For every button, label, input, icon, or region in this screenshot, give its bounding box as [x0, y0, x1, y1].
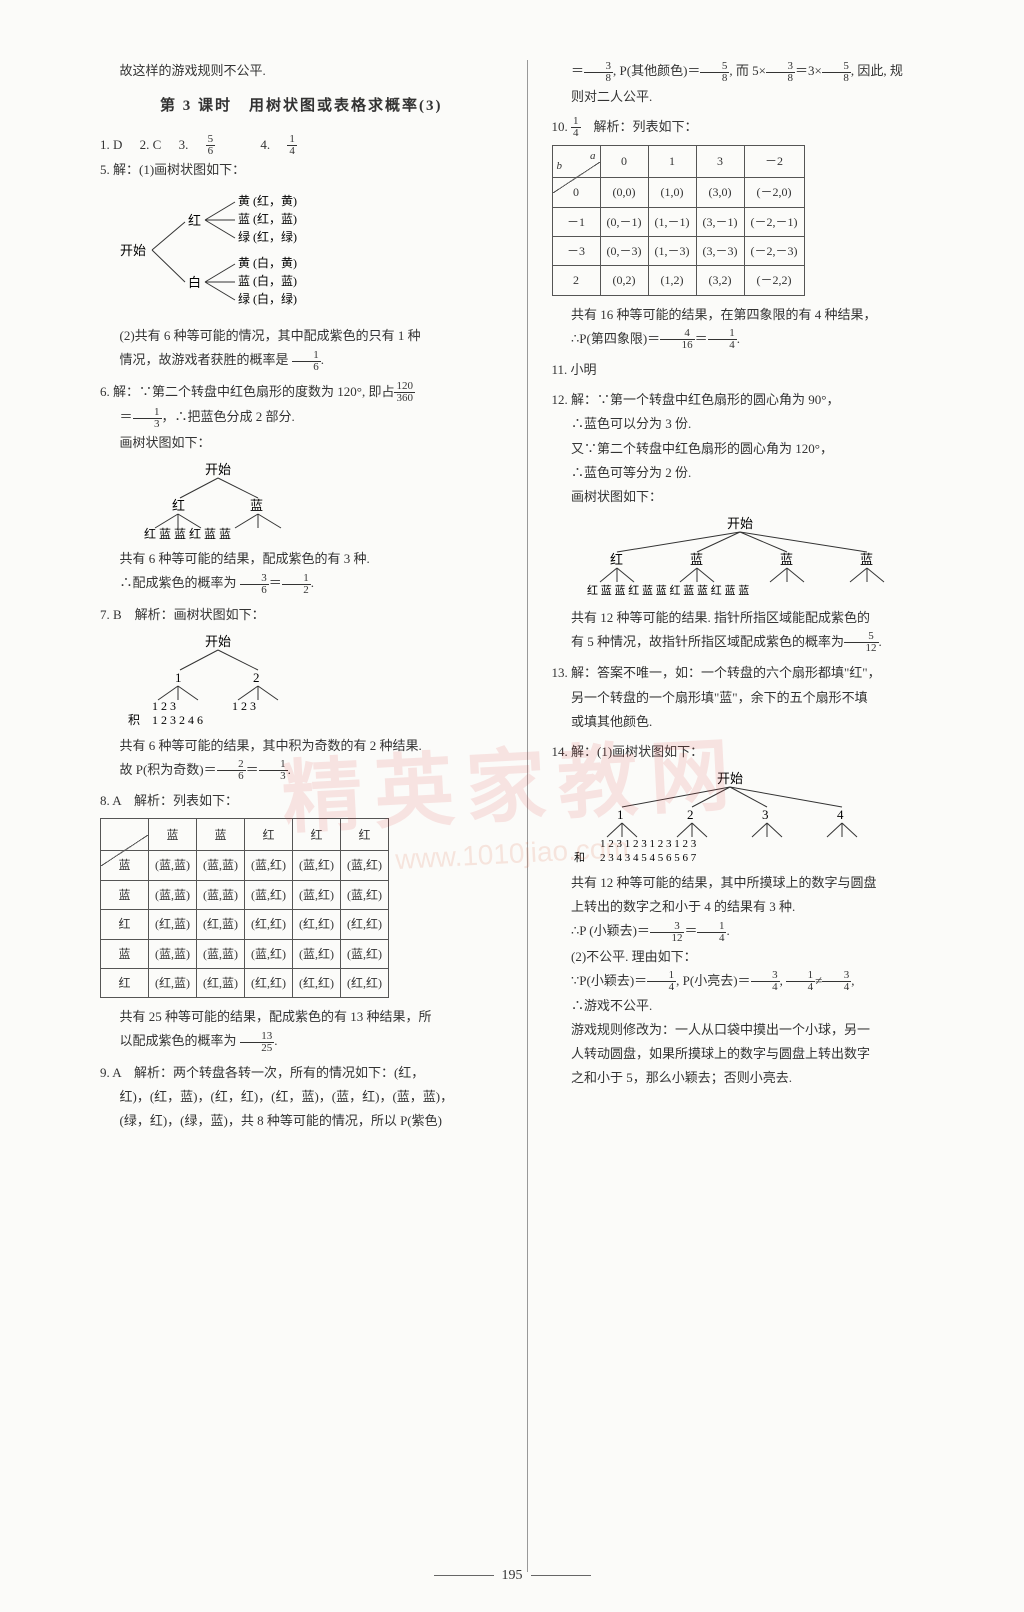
q14-h: 人转动圆盘，如果所摸球上的数字与圆盘上转出数字 [552, 1043, 955, 1065]
q14-c: ∴P (小颖去)＝312＝14. [552, 920, 955, 944]
q6-e: ∴配成紫色的概率为 36＝12. [100, 572, 503, 596]
cont-b: 则对二人公平. [552, 86, 955, 108]
q8-b: 以配成紫色的概率为 1325. [100, 1030, 503, 1054]
q9-a: 9. A 解析：两个转盘各转一次，所有的情况如下：(红， [100, 1062, 503, 1084]
page: 精英家教网 www.1010jiao.com 故这样的游戏规则不公平. 第 3 … [0, 0, 1024, 1612]
tree-q6: 开始 红 蓝 红 蓝 蓝 红 蓝 蓝 [110, 460, 503, 540]
tree14-bs-1: 2 [687, 807, 694, 822]
tree6-b1: 红 [172, 498, 185, 513]
tree12-bs-1: 蓝 [690, 552, 703, 567]
q6-c: 画树状图如下： [100, 432, 503, 454]
tree14-root: 开始 [717, 771, 743, 786]
tree7-b1: 1 [175, 670, 182, 685]
ans4: 4. 14 [260, 137, 325, 152]
q9-b: 红)，(红，蓝)，(红，红)，(红，蓝)，(蓝，红)，(蓝，蓝)， [100, 1086, 503, 1108]
table-q8: 蓝蓝红红红蓝(蓝,蓝)(蓝,蓝)(蓝,红)(蓝,红)(蓝,红)蓝(蓝,蓝)(蓝,… [100, 818, 389, 998]
q5-lead: 5. 解：(1)画树状图如下： [100, 159, 503, 181]
q12-c: 又∵第二个转盘中红色扇形的圆心角为 120°， [552, 438, 955, 460]
tree5-b1: 红 [188, 213, 201, 228]
q14-d: (2)不公平. 理由如下： [552, 946, 955, 968]
column-divider [527, 60, 528, 1572]
tree12-leaves: 红 蓝 蓝 红 蓝 蓝 红 蓝 蓝 红 蓝 蓝 [587, 584, 749, 597]
left-column: 故这样的游戏规则不公平. 第 3 课时 用树状图或表格求概率(3) 1. D 2… [90, 60, 521, 1572]
q12-e: 画树状图如下： [552, 486, 955, 508]
tree5-root: 开始 [120, 243, 146, 258]
q12-f: 共有 12 种等可能的结果. 指针所指区域能配成紫色的 [552, 607, 955, 629]
q7-lead: 7. B 解析：画树状图如下： [100, 604, 503, 626]
ans3: 3. 56 [179, 137, 244, 152]
tree12-bs-3: 蓝 [860, 552, 873, 567]
q8-lead: 8. A 解析：列表如下： [100, 790, 503, 812]
tree7-root: 开始 [205, 634, 231, 649]
q6-d: 共有 6 种等可能的结果，配成紫色的有 3 种. [100, 548, 503, 570]
tree5-l21: 黄 (白，黄) [238, 255, 297, 270]
q13-c: 或填其他颜色. [552, 711, 955, 733]
tree7-prods: 1 2 3 2 4 6 [152, 713, 203, 727]
q13-a: 13. 解：答案不唯一，如：一个转盘的六个扇形都填"红"， [552, 662, 955, 684]
table-q10: ab013－20(0,0)(1,0)(3,0)(－2,0)－1(0,－1)(1,… [552, 145, 805, 296]
q14-f: ∴游戏不公平. [552, 995, 955, 1017]
tree14-leaves: 1 2 3 1 2 3 1 2 3 1 2 3 [600, 838, 697, 850]
q14-e: ∵P(小颖去)＝14, P(小亮去)＝34, 14≠34, [552, 970, 955, 994]
tree12-bs-2: 蓝 [780, 552, 793, 567]
q13-b: 另一个转盘的一个扇形填"蓝"，余下的五个扇形不填 [552, 687, 955, 709]
q5-c: 情况，故游戏者获胜的概率是 16. [100, 349, 503, 373]
tree-q12: 开始 红 蓝 蓝 蓝 红 蓝 蓝 红 蓝 蓝 红 蓝 蓝 红 蓝 蓝 [562, 514, 955, 599]
tree14-sums: 2 3 4 3 4 5 4 5 6 5 6 7 [600, 852, 697, 864]
tree-q5: 开始 红 白 黄 (红，黄) 蓝 (红，蓝) 绿 (红，绿) 黄 (白，黄) 蓝… [110, 187, 503, 317]
tree-q7: 开始 1 2 1 2 3 1 2 3 积 1 2 3 2 4 6 [110, 632, 503, 727]
tree14-bs-0: 1 [617, 807, 624, 822]
q7-a: 共有 6 种等可能的结果，其中积为奇数的有 2 种结果. [100, 735, 503, 757]
q14-b: 上转出的数字之和小于 4 的结果有 3 种. [552, 896, 955, 918]
page-number: 195 [0, 1564, 1024, 1588]
intro-text: 故这样的游戏规则不公平. [100, 60, 503, 82]
q14-g: 游戏规则修改为：一人从口袋中摸出一个小球，另一 [552, 1019, 955, 1041]
q6-b: ＝13，∴把蓝色分成 2 部分. [100, 406, 503, 430]
cont-a: ＝38, P(其他颜色)＝58, 而 5×38＝3×58, 因此, 规 [552, 60, 955, 84]
q11: 11. 小明 [552, 359, 955, 381]
q12-d: ∴蓝色可等分为 2 份. [552, 462, 955, 484]
section-title: 第 3 课时 用树状图或表格求概率(3) [100, 94, 503, 120]
tree6-b2: 蓝 [250, 498, 263, 513]
q8-a: 共有 25 种等可能的结果，配成紫色的有 13 种结果，所 [100, 1006, 503, 1028]
q14-lead: 14. 解：(1)画树状图如下： [552, 741, 955, 763]
right-column: ＝38, P(其他颜色)＝58, 而 5×38＝3×58, 因此, 规 则对二人… [534, 60, 965, 1572]
q10-a: 共有 16 种等可能的结果，在第四象限的有 4 种结果， [552, 304, 955, 326]
ans2: 2. C [140, 137, 162, 152]
tree-q14: 开始 1 2 3 4 1 2 3 1 2 3 1 2 3 1 2 3 和 2 3… [562, 769, 955, 864]
q6-a: 6. 解：∵第二个转盘中红色扇形的度数为 120°, 即占120360 [100, 381, 503, 405]
q10-b: ∴P(第四象限)＝416＝14. [552, 328, 955, 352]
tree5-l22: 蓝 (白，蓝) [238, 273, 297, 288]
q14-a: 共有 12 种等可能的结果，其中所摸球上的数字与圆盘 [552, 872, 955, 894]
q12-b: ∴蓝色可以分为 3 份. [552, 413, 955, 435]
tree7-b2: 2 [253, 670, 260, 685]
q12-g: 有 5 种情况，故指针所指区域配成紫色的概率为512. [552, 631, 955, 655]
q5-b: (2)共有 6 种等可能的情况，其中配成紫色的只有 1 种 [100, 325, 503, 347]
tree14-bs-2: 3 [762, 807, 769, 822]
tree14-sum-label: 和 [574, 851, 585, 864]
tree14-bs-3: 4 [837, 807, 844, 822]
ans1: 1. D [100, 137, 122, 152]
tree12-root: 开始 [727, 516, 753, 531]
tree5-l23: 绿 (白，绿) [238, 291, 297, 306]
q10-lead: 10. 14 解析：列表如下： [552, 116, 955, 140]
tree7-leaves1: 1 2 3 [152, 699, 176, 713]
tree5-b2: 白 [188, 275, 201, 290]
tree12-bs-0: 红 [610, 552, 623, 567]
q12-a: 12. 解：∵第一个转盘中红色扇形的圆心角为 90°， [552, 389, 955, 411]
tree7-prod-label: 积 [128, 713, 140, 727]
q9-c: (绿，红)，(绿，蓝)，共 8 种等可能的情况，所以 P(紫色) [100, 1110, 503, 1132]
tree7-leaves2: 1 2 3 [232, 699, 256, 713]
tree5-l13: 绿 (红，绿) [238, 229, 297, 244]
answers-1-4: 1. D 2. C 3. 56 4. 14 [100, 134, 503, 158]
tree6-leaves: 红 蓝 蓝 红 蓝 蓝 [144, 526, 231, 540]
q7-b: 故 P(积为奇数)＝26＝13. [100, 759, 503, 783]
tree5-l12: 蓝 (红，蓝) [238, 211, 297, 226]
tree5-l11: 黄 (红，黄) [238, 193, 297, 208]
q14-i: 之和小于 5，那么小颖去；否则小亮去. [552, 1067, 955, 1089]
tree6-root: 开始 [205, 462, 231, 477]
